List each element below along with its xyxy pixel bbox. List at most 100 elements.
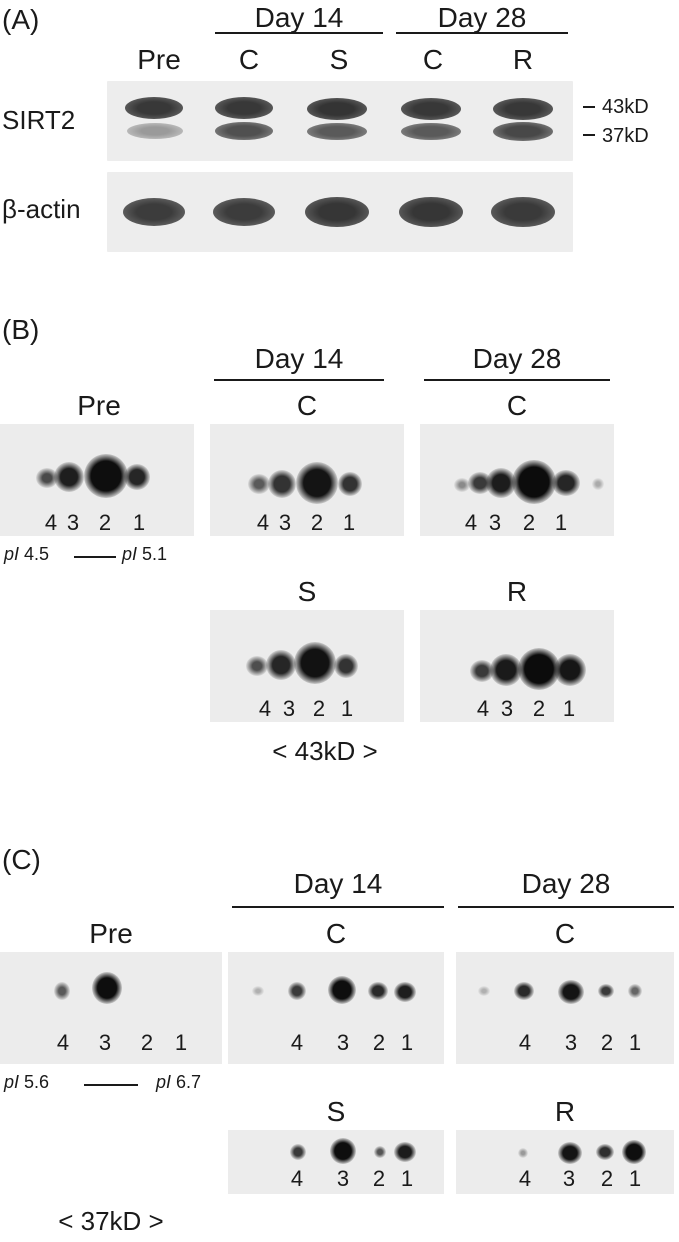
panel-b-mass-label: < 43kD > bbox=[272, 736, 378, 766]
spot-c-s-2 bbox=[374, 1146, 386, 1158]
spot-label-c-pre-2: 2 bbox=[140, 1030, 154, 1055]
panel-c-pi-right-prefix: pI bbox=[156, 1072, 172, 1092]
sirt2-band-37-lane1 bbox=[127, 123, 183, 139]
spot-label-c-pre-1: 1 bbox=[174, 1030, 188, 1055]
spot-b-c14-4 bbox=[248, 474, 270, 494]
panel-c-pi-range-line bbox=[84, 1084, 138, 1086]
spot-label-c-c14-2: 2 bbox=[372, 1030, 386, 1055]
spot-b-c28-2 bbox=[512, 460, 556, 504]
spot-c-c14-1 bbox=[394, 982, 416, 1002]
sirt2-band-43-lane3 bbox=[307, 98, 367, 120]
panel-c-gel-label-pre: Pre bbox=[89, 918, 133, 949]
spot-label-b-c14-2: 2 bbox=[310, 510, 324, 535]
spot-c-r-4 bbox=[518, 1148, 528, 1158]
panel-b-pi-left-prefix: pI bbox=[4, 544, 20, 564]
panel-b-pi-range-line bbox=[74, 556, 116, 558]
spot-c-c28-faint bbox=[478, 986, 490, 996]
row-label-beta-actin: β-actin bbox=[2, 194, 81, 224]
spot-label-b-pre-2: 2 bbox=[98, 510, 112, 535]
spot-b-s-2 bbox=[294, 642, 336, 684]
sirt2-band-37-lane5 bbox=[493, 122, 553, 141]
spot-label-b-c28-2: 2 bbox=[522, 510, 536, 535]
spot-c-r-1 bbox=[622, 1140, 646, 1164]
beta-actin-blot bbox=[107, 172, 573, 252]
spot-label-c-r-2: 2 bbox=[600, 1166, 614, 1191]
panel-b-header-day28: Day 28 bbox=[472, 343, 562, 374]
panel-b-rule-day14 bbox=[214, 379, 384, 381]
spot-label-b-r-4: 4 bbox=[476, 696, 490, 721]
panel-b-label: (B) bbox=[2, 314, 40, 345]
panel-b-pi-right-value: 5.1 bbox=[142, 544, 168, 564]
panel-b-pi-right: pI 5.1 bbox=[122, 545, 167, 563]
actin-band-lane5 bbox=[491, 197, 555, 227]
panel-c-gel-pre: 4 3 2 1 bbox=[0, 952, 222, 1064]
spot-label-c-c28-3: 3 bbox=[564, 1030, 578, 1055]
spot-b-c28-3 bbox=[486, 468, 516, 498]
spot-c-s-3 bbox=[330, 1138, 356, 1164]
spot-b-r-2 bbox=[518, 648, 560, 690]
panel-b-gel-pre: 4 3 2 1 bbox=[0, 424, 194, 536]
actin-band-lane1 bbox=[123, 198, 185, 226]
sirt2-band-37-lane4 bbox=[401, 123, 461, 140]
marker-tick-37 bbox=[583, 134, 595, 136]
spot-label-c-c14-3: 3 bbox=[336, 1030, 350, 1055]
actin-band-lane3 bbox=[305, 197, 369, 227]
panel-c-gel-label-c-day14: C bbox=[325, 918, 347, 949]
panel-b-gel-label-c-day14: C bbox=[296, 390, 318, 421]
sirt2-blot bbox=[107, 81, 573, 161]
spot-c-c28-4 bbox=[514, 982, 534, 1000]
panel-a-rule-day28 bbox=[396, 32, 568, 34]
spot-label-b-s-4: 4 bbox=[258, 696, 272, 721]
sirt2-band-43-lane2 bbox=[215, 97, 273, 119]
spot-c-s-1 bbox=[394, 1142, 416, 1162]
lane-label-pre: Pre bbox=[137, 44, 181, 75]
spot-b-s-1 bbox=[334, 654, 358, 678]
panel-c-pi-right-value: 6.7 bbox=[176, 1072, 202, 1092]
spot-c-pre-3 bbox=[92, 972, 122, 1004]
spot-label-b-pre-4: 4 bbox=[44, 510, 58, 535]
spot-label-c-c14-4: 4 bbox=[290, 1030, 304, 1055]
panel-c-gel-label-r: R bbox=[554, 1096, 576, 1127]
spot-label-b-s-1: 1 bbox=[340, 696, 354, 721]
spot-label-c-r-4: 4 bbox=[518, 1166, 532, 1191]
spot-c-c28-2 bbox=[598, 984, 614, 998]
spot-b-c28-1 bbox=[552, 470, 580, 496]
panel-c-gel-label-c-day28: C bbox=[554, 918, 576, 949]
spot-b-pre-3 bbox=[54, 462, 84, 492]
panel-b-pi-right-prefix: pI bbox=[122, 544, 138, 564]
spot-label-c-pre-3: 3 bbox=[98, 1030, 112, 1055]
spot-label-c-s-4: 4 bbox=[290, 1166, 304, 1191]
actin-band-lane4 bbox=[399, 197, 463, 227]
panel-b-pi-left-value: 4.5 bbox=[24, 544, 50, 564]
spot-label-b-s-2: 2 bbox=[312, 696, 326, 721]
panel-b-gel-s: 4 3 2 1 bbox=[210, 610, 404, 722]
panel-b-rule-day28 bbox=[424, 379, 610, 381]
marker-43kd: 43kD bbox=[602, 96, 649, 118]
spot-label-b-r-1: 1 bbox=[562, 696, 576, 721]
lane-label-c-day14: C bbox=[238, 44, 260, 75]
spot-c-c14-3 bbox=[328, 976, 356, 1004]
spot-b-r-1 bbox=[554, 654, 586, 686]
spot-c-s-4 bbox=[290, 1144, 306, 1160]
panel-b-gel-c-day28: 4 3 2 1 bbox=[420, 424, 614, 536]
spot-label-c-c28-1: 1 bbox=[628, 1030, 642, 1055]
spot-c-c14-faint bbox=[252, 986, 264, 996]
panel-b-header-day14: Day 14 bbox=[254, 343, 344, 374]
panel-c-rule-day14 bbox=[232, 906, 444, 908]
spot-label-b-c28-1: 1 bbox=[554, 510, 568, 535]
spot-b-c28-trace bbox=[592, 478, 604, 490]
spot-b-c14-2 bbox=[296, 462, 338, 504]
panel-c-pi-left-value: 5.6 bbox=[24, 1072, 50, 1092]
spot-c-r-3 bbox=[558, 1142, 582, 1164]
actin-band-lane2 bbox=[213, 198, 275, 226]
panel-c-pi-right: pI 6.7 bbox=[156, 1073, 201, 1091]
spot-label-b-s-3: 3 bbox=[282, 696, 296, 721]
spot-c-c14-4 bbox=[288, 982, 306, 1000]
panel-a-rule-day14 bbox=[215, 32, 383, 34]
spot-label-c-c28-4: 4 bbox=[518, 1030, 532, 1055]
panel-c-gel-c-day28: 4 3 2 1 bbox=[456, 952, 674, 1064]
spot-b-r-3 bbox=[490, 654, 522, 686]
spot-b-s-3 bbox=[266, 650, 296, 680]
panel-a-header-day28: Day 28 bbox=[437, 2, 527, 33]
sirt2-band-43-lane1 bbox=[125, 97, 183, 119]
